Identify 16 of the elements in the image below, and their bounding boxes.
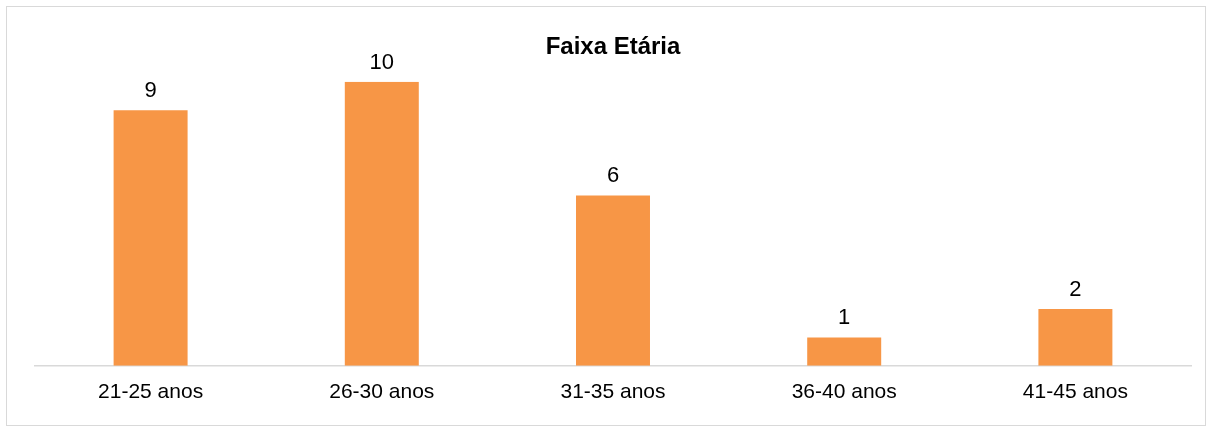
chart-title: Faixa Etária — [545, 32, 682, 60]
bar — [1038, 309, 1113, 366]
x-tick-label: 21-25 anos — [98, 379, 204, 403]
x-tick-label: 36-40 anos — [791, 379, 897, 403]
x-tick-label: 41-45 anos — [1022, 379, 1128, 403]
data-label: 2 — [1069, 276, 1082, 302]
data-label: 1 — [838, 304, 851, 330]
bar — [113, 110, 188, 366]
data-label: 10 — [369, 48, 395, 74]
bar — [807, 337, 882, 366]
bar — [576, 195, 650, 366]
data-label: 6 — [606, 162, 620, 188]
bar — [344, 81, 419, 366]
data-label: 9 — [144, 77, 157, 103]
x-tick-label: 26-30 anos — [329, 379, 435, 403]
x-tick-label: 31-35 anos — [560, 379, 666, 403]
